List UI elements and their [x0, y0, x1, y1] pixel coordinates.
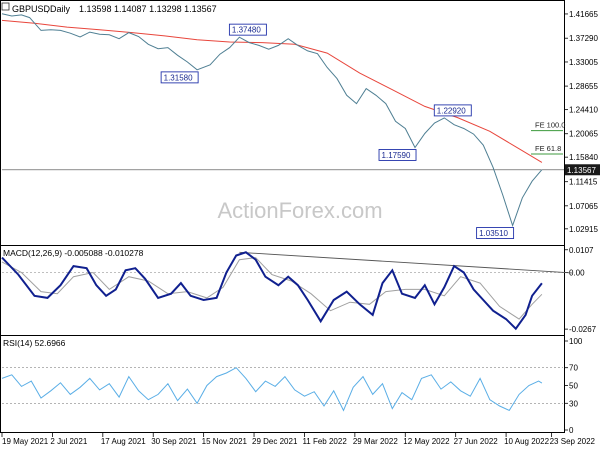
fib-lines: FE 100.0 FE 61.8 — [531, 121, 565, 155]
x-tick-label: 29 Dec 2021 — [252, 437, 298, 446]
price-annotation-box — [228, 23, 267, 36]
header-symbol: GBPUSD — [12, 4, 51, 14]
rsi-yticks: 100 70 50 30 0 — [564, 337, 583, 435]
x-tick-label: 17 Aug 2021 — [101, 437, 146, 446]
price-annotation-label: 1.17590 — [382, 151, 411, 160]
rsi-ytick-label: 0 — [569, 426, 574, 435]
price-ytick-label: 1.15840 — [569, 153, 598, 162]
x-tick-label: 23 Sep 2022 — [550, 437, 596, 446]
rsi-ytick-label: 30 — [569, 399, 578, 408]
rsi-panel-frame — [0, 335, 565, 433]
price-annotations: 1.37480 1.31580 1.22920 1.17590 1.03510 — [160, 23, 515, 239]
price-annotation-label: 1.03510 — [479, 229, 508, 238]
x-tick-label: 15 Nov 2021 — [202, 437, 248, 446]
price-line — [1, 13, 543, 228]
price-ytick-label: 1.24410 — [569, 106, 598, 115]
price-annotation-label: 1.22920 — [437, 106, 466, 115]
macd-yticks: 0.0107 0.00 -0.0267 — [564, 246, 597, 334]
macd-ytick-label: 0.00 — [569, 268, 585, 277]
x-tick-label: 30 Sep 2021 — [151, 437, 197, 446]
current-price-badge: 1.13567 — [565, 164, 600, 176]
panel-frames — [0, 0, 565, 433]
x-axis: 19 May 2021 2 Jul 2021 17 Aug 2021 30 Sep 2… — [1, 433, 596, 446]
macd-panel: MACD(12,26,9) -0.005088 -0.010278 0.0107… — [1, 246, 597, 334]
macd-trendline — [239, 251, 572, 274]
price-annotation-label: 1.37480 — [232, 26, 261, 35]
price-yticks: 1.41665 1.37290 1.33005 1.28655 1.24410 1.200… — [564, 10, 598, 234]
price-ytick-label: 1.20065 — [569, 130, 598, 139]
x-tick-label: 10 Aug 2022 — [504, 437, 549, 446]
price-annotation-box — [433, 104, 472, 117]
macd-ytick-label: 0.0107 — [569, 246, 594, 255]
price-panel: 1.41665 1.37290 1.33005 1.28655 1.24410 1.200… — [1, 10, 600, 239]
price-annotation-box — [476, 227, 515, 239]
macd-panel-frame — [0, 245, 565, 336]
price-ytick-label: 1.07065 — [569, 202, 598, 211]
watermark: ActionForex.com — [217, 198, 382, 223]
rsi-ytick-label: 50 — [569, 382, 578, 391]
rsi-ytick-label: 100 — [569, 337, 583, 346]
price-ytick-label: 1.41665 — [569, 10, 598, 19]
rsi-panel: RSI(14) 52.6966 100 70 50 30 0 — [1, 337, 583, 435]
price-ytick-label: 1.28655 — [569, 82, 598, 91]
price-ytick-label: 1.02915 — [569, 225, 598, 234]
price-ytick-label: 1.33005 — [569, 58, 598, 67]
header-timeframe: Daily — [50, 4, 71, 14]
x-tick-label: 27 Jun 2022 — [454, 437, 499, 446]
chart-header: GBPUSD , Daily 1.13598 1.14087 1.13298 1… — [1, 2, 217, 14]
x-tick-label: 12 May 2022 — [403, 437, 450, 446]
signal-line — [1, 257, 543, 320]
macd-title: MACD(12,26,9) -0.005088 -0.010278 — [3, 248, 144, 258]
price-annotation-box — [378, 149, 417, 161]
macd-line — [1, 251, 543, 331]
price-annotation-label: 1.31580 — [164, 73, 193, 82]
x-tick-label: 11 Feb 2022 — [302, 437, 347, 446]
x-tick-label: 29 Mar 2022 — [353, 437, 398, 446]
price-annotation-box — [160, 71, 199, 84]
current-price-box — [565, 164, 600, 176]
x-tick-label: 2 Jul 2021 — [50, 437, 87, 446]
rsi-line — [1, 367, 543, 412]
rsi-ytick-label: 70 — [569, 364, 578, 373]
price-ytick-label: 1.37290 — [569, 34, 598, 43]
x-tick-label: 19 May 2021 — [2, 437, 49, 446]
sma-line — [1, 19, 543, 163]
macd-ytick-label: -0.0267 — [569, 325, 597, 334]
collapse-toggle-icon[interactable] — [1, 2, 10, 11]
price-ytick-label: 1.11415 — [569, 178, 598, 187]
header-ohlc: 1.13598 1.14087 1.13298 1.13567 — [79, 4, 217, 14]
header-separator: , — [46, 4, 49, 14]
current-price-label: 1.13567 — [567, 166, 596, 175]
fib-level-label: FE 61.8 — [535, 144, 561, 153]
rsi-title: RSI(14) 52.6966 — [3, 338, 66, 348]
rsi-guides — [2, 367, 563, 404]
fib-level-label: FE 100.0 — [535, 121, 565, 130]
